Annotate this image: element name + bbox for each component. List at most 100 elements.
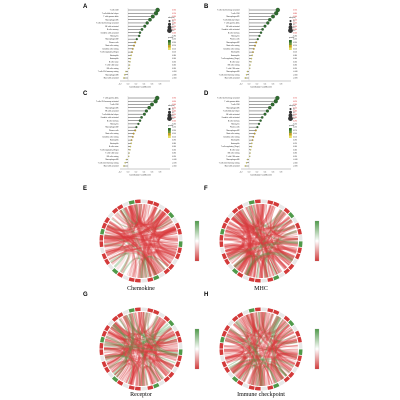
chord-link — [105, 228, 156, 276]
chord-link — [258, 247, 298, 279]
chord-link — [249, 312, 258, 386]
chord-link — [153, 212, 169, 267]
chord-link — [270, 246, 298, 275]
chord-link — [104, 204, 152, 252]
lollipop-point — [124, 162, 126, 164]
chord-link — [234, 205, 272, 268]
chord-link — [110, 207, 159, 264]
chord-link — [247, 215, 290, 277]
value-label: 0.420 — [172, 26, 176, 28]
legend-color-title: pvalue — [168, 37, 173, 39]
chord-link — [114, 315, 159, 335]
value-label: 0.720 — [293, 10, 297, 12]
chord-link — [270, 206, 290, 266]
category-label: NK cells activated — [105, 110, 118, 113]
chord-link — [224, 339, 262, 387]
legend-size-label: 0.4 — [293, 30, 295, 32]
chord-link — [141, 312, 148, 386]
legend-size-point — [289, 107, 292, 111]
category-label: T cells gamma delta — [224, 22, 239, 25]
panel-letter-e: E — [83, 186, 87, 192]
lollipop-point — [246, 158, 249, 161]
lollipop-point — [131, 51, 133, 53]
chord-link — [268, 314, 286, 335]
chord-link — [270, 315, 287, 377]
chord-link — [124, 314, 161, 334]
chord-link — [104, 338, 124, 347]
lollipop-point — [251, 142, 253, 145]
legend-size-point — [288, 25, 293, 30]
chord-link — [130, 205, 172, 229]
chord-link — [132, 312, 178, 358]
chord-link — [225, 322, 289, 360]
x-tick-label: 0.8 — [280, 84, 283, 86]
category-label: Macrophages M0 — [226, 158, 239, 161]
chord-link — [138, 312, 169, 375]
legend-color-swatch — [168, 47, 171, 50]
chord-link — [223, 238, 245, 257]
legend-size-point — [289, 22, 292, 26]
lollipop-point — [245, 162, 248, 164]
chord-link — [114, 313, 134, 376]
value-label: -0.080 — [172, 74, 177, 76]
value-label: 0.170 — [293, 130, 297, 132]
chord-link — [152, 210, 171, 229]
chord-link — [141, 365, 160, 387]
category-label: Monocytes — [110, 123, 118, 126]
x-tick-label: 0.4 — [264, 84, 267, 86]
chord-link — [130, 204, 172, 229]
x-tick-label: 0.0 — [248, 172, 251, 174]
legend-size-label: 0.4 — [172, 118, 174, 120]
chord-link — [230, 312, 256, 373]
category-label: B cells memory — [228, 119, 240, 122]
chord-link — [224, 340, 298, 358]
chord-link — [248, 205, 276, 225]
chord-ring-segment — [101, 253, 107, 260]
chord-link — [228, 221, 298, 237]
legend-color-swatch — [289, 42, 292, 45]
chord-link — [114, 321, 168, 377]
category-label: B cells memory — [107, 119, 119, 122]
value-label: -0.100 — [172, 78, 177, 80]
lollipop-point — [150, 14, 155, 19]
category-label: T cells gamma delta — [103, 15, 118, 18]
chord-link — [152, 247, 177, 273]
chord-link — [228, 358, 291, 374]
x-tick-label: -0.2 — [239, 84, 242, 86]
lollipop-point — [275, 95, 280, 101]
legend-size-point — [168, 107, 171, 111]
chord-ring-segment — [227, 211, 234, 219]
chord-link — [157, 228, 177, 237]
chord-link — [155, 356, 175, 369]
chord-link — [155, 212, 178, 236]
category-label: Macrophages M0 — [105, 73, 118, 76]
chord-link — [151, 315, 178, 356]
chord-link — [119, 318, 135, 385]
category-label: Mast cells activated — [225, 77, 240, 80]
legend-size-label: 0.2 — [172, 112, 174, 114]
chord-link — [135, 312, 141, 386]
chord-ring-segment — [248, 385, 255, 390]
chord-link — [109, 220, 130, 273]
chord-link — [236, 227, 296, 269]
value-label: 0.710 — [293, 98, 297, 100]
value-label: 0.600 — [172, 104, 176, 106]
value-label: 0.040 — [172, 65, 176, 67]
legend-size-label: 0.3 — [293, 115, 295, 117]
legend-color-swatch — [168, 130, 171, 133]
chord-link — [110, 252, 130, 273]
x-tick-label: 0.6 — [272, 172, 275, 174]
legend-color-swatch — [289, 130, 292, 133]
category-label: T cells CD4 memory resting — [219, 73, 240, 76]
category-label: T cells CD8 — [231, 13, 240, 15]
category-label: Plasma cells — [230, 39, 240, 41]
chord-link — [142, 312, 174, 370]
chord-ring-segment — [261, 386, 268, 391]
category-label: Macrophages M1 — [226, 106, 239, 109]
chord-link — [226, 333, 298, 355]
value-label: -0.100 — [172, 166, 177, 168]
chord-link — [112, 317, 130, 336]
lollipop-point — [129, 149, 131, 151]
chord-link — [154, 333, 176, 377]
chord-ring-segment — [295, 330, 301, 337]
